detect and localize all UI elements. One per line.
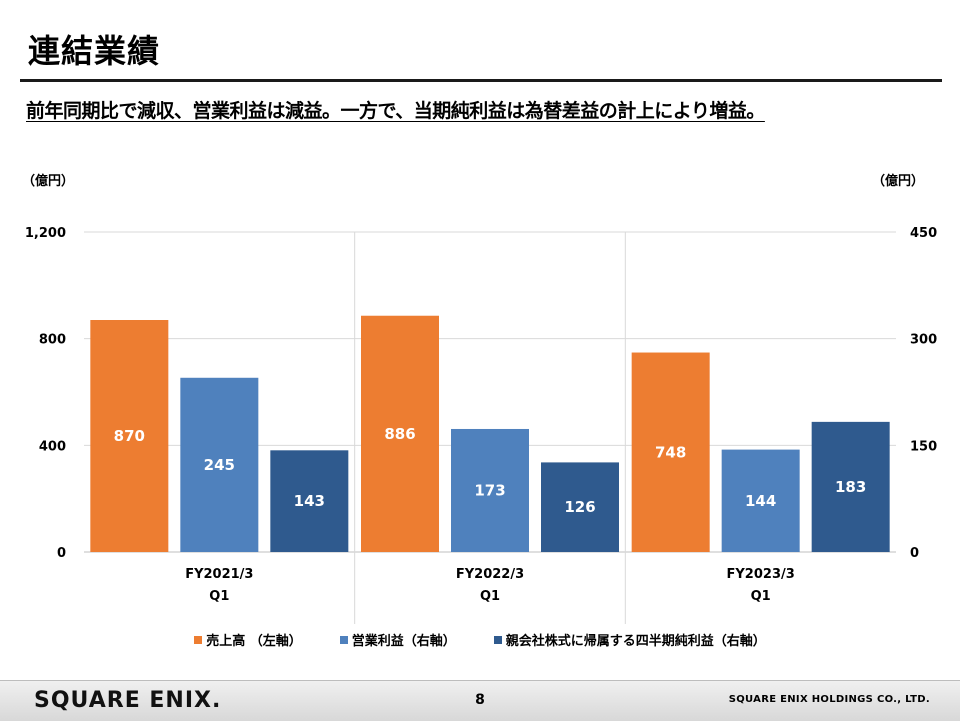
bar xyxy=(90,320,169,552)
legend-swatch xyxy=(339,635,348,644)
title-divider xyxy=(20,79,942,82)
category-sublabel: Q1 xyxy=(751,589,771,604)
bar-value-label: 183 xyxy=(835,478,866,496)
bar xyxy=(811,421,890,552)
left-axis-tick-label: 0 xyxy=(57,546,66,561)
right-axis-tick-label: 300 xyxy=(910,333,937,348)
bar-value-label: 143 xyxy=(294,492,325,510)
left-axis-tick-label: 400 xyxy=(39,439,66,454)
footer-bar: SQUARE ENIX. 8 SQUARE ENIX HOLDINGS CO.,… xyxy=(0,680,960,721)
company-name: SQUARE ENIX HOLDINGS CO., LTD. xyxy=(728,694,930,705)
bar xyxy=(451,428,529,552)
legend-item: 売上高 （左軸） xyxy=(194,630,302,649)
category-label: FY2021/3 xyxy=(185,567,253,582)
page-number: 8 xyxy=(475,692,485,708)
legend-item: 営業利益（右軸） xyxy=(339,630,456,649)
bar xyxy=(631,352,710,552)
category-label: FY2023/3 xyxy=(727,567,795,582)
bar-value-label: 245 xyxy=(204,456,235,474)
legend-swatch xyxy=(194,635,203,644)
right-axis-tick-label: 450 xyxy=(910,226,937,241)
right-axis-tick-label: 0 xyxy=(910,546,919,561)
bar-value-label: 126 xyxy=(564,498,595,516)
chart-legend: 売上高 （左軸） 営業利益（右軸） 親会社株式に帰属する四半期純利益（右軸） xyxy=(0,630,960,649)
headline: 前年同期比で減収、営業利益は減益。一方で、当期純利益は為替差益の計上により増益。 xyxy=(26,100,765,122)
bar xyxy=(180,377,259,552)
bar xyxy=(721,449,800,552)
category-sublabel: Q1 xyxy=(480,589,500,604)
legend-item: 親会社株式に帰属する四半期純利益（右軸） xyxy=(493,630,766,649)
bar-value-label: 173 xyxy=(474,481,505,499)
legend-label: 売上高 （左軸） xyxy=(206,634,302,649)
left-axis-tick-label: 800 xyxy=(39,333,66,348)
consolidated-results-chart: 0 400 800 1,200 0 150 300 450 （億円） （億円） 870 245 143 F… xyxy=(22,173,937,624)
legend-label: 営業利益（右軸） xyxy=(351,634,456,649)
bar xyxy=(270,450,349,552)
bar-value-label: 748 xyxy=(655,443,686,461)
bar xyxy=(361,315,439,552)
legend-swatch xyxy=(493,635,502,644)
bar-value-label: 144 xyxy=(745,492,776,510)
right-axis-tick-label: 150 xyxy=(910,439,937,454)
bar-value-label: 870 xyxy=(114,427,145,445)
slide-title: 連結業績 xyxy=(28,32,161,70)
category-label: FY2022/3 xyxy=(456,567,524,582)
bar xyxy=(541,462,619,552)
right-axis-unit: （億円） xyxy=(872,173,924,189)
left-axis-unit: （億円） xyxy=(22,173,74,189)
square-enix-logo: SQUARE ENIX. xyxy=(34,688,222,713)
legend-label: 親会社株式に帰属する四半期純利益（右軸） xyxy=(505,634,766,649)
left-axis-tick-label: 1,200 xyxy=(25,226,66,241)
category-sublabel: Q1 xyxy=(209,589,229,604)
bar-value-label: 886 xyxy=(384,425,415,443)
